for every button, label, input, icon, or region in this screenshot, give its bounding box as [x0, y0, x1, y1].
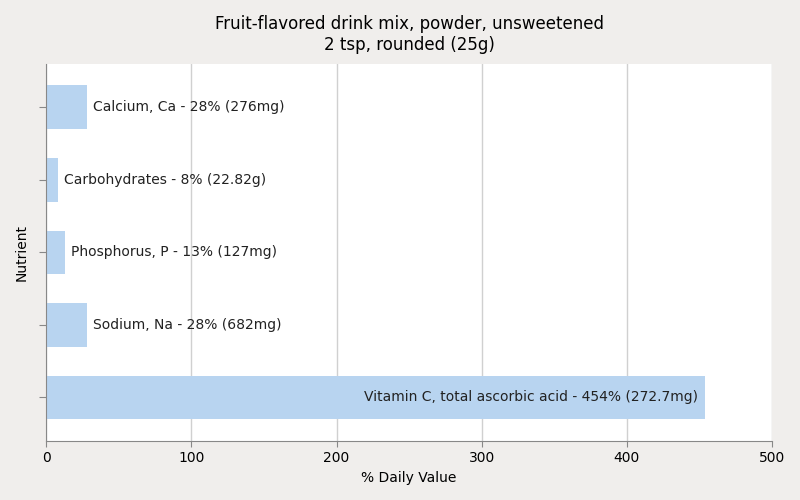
Text: Sodium, Na - 28% (682mg): Sodium, Na - 28% (682mg) [93, 318, 282, 332]
Text: Vitamin C, total ascorbic acid - 454% (272.7mg): Vitamin C, total ascorbic acid - 454% (2… [364, 390, 698, 404]
X-axis label: % Daily Value: % Daily Value [362, 471, 457, 485]
Bar [46, 303, 87, 346]
Y-axis label: Nutrient: Nutrient [15, 224, 29, 281]
Bar [46, 376, 705, 420]
Bar [46, 86, 87, 129]
Text: Carbohydrates - 8% (22.82g): Carbohydrates - 8% (22.82g) [64, 173, 266, 187]
Bar [46, 230, 66, 274]
Text: Calcium, Ca - 28% (276mg): Calcium, Ca - 28% (276mg) [93, 100, 284, 114]
Bar [46, 158, 58, 202]
Title: Fruit-flavored drink mix, powder, unsweetened
2 tsp, rounded (25g): Fruit-flavored drink mix, powder, unswee… [214, 15, 604, 54]
Text: Phosphorus, P - 13% (127mg): Phosphorus, P - 13% (127mg) [71, 246, 277, 260]
